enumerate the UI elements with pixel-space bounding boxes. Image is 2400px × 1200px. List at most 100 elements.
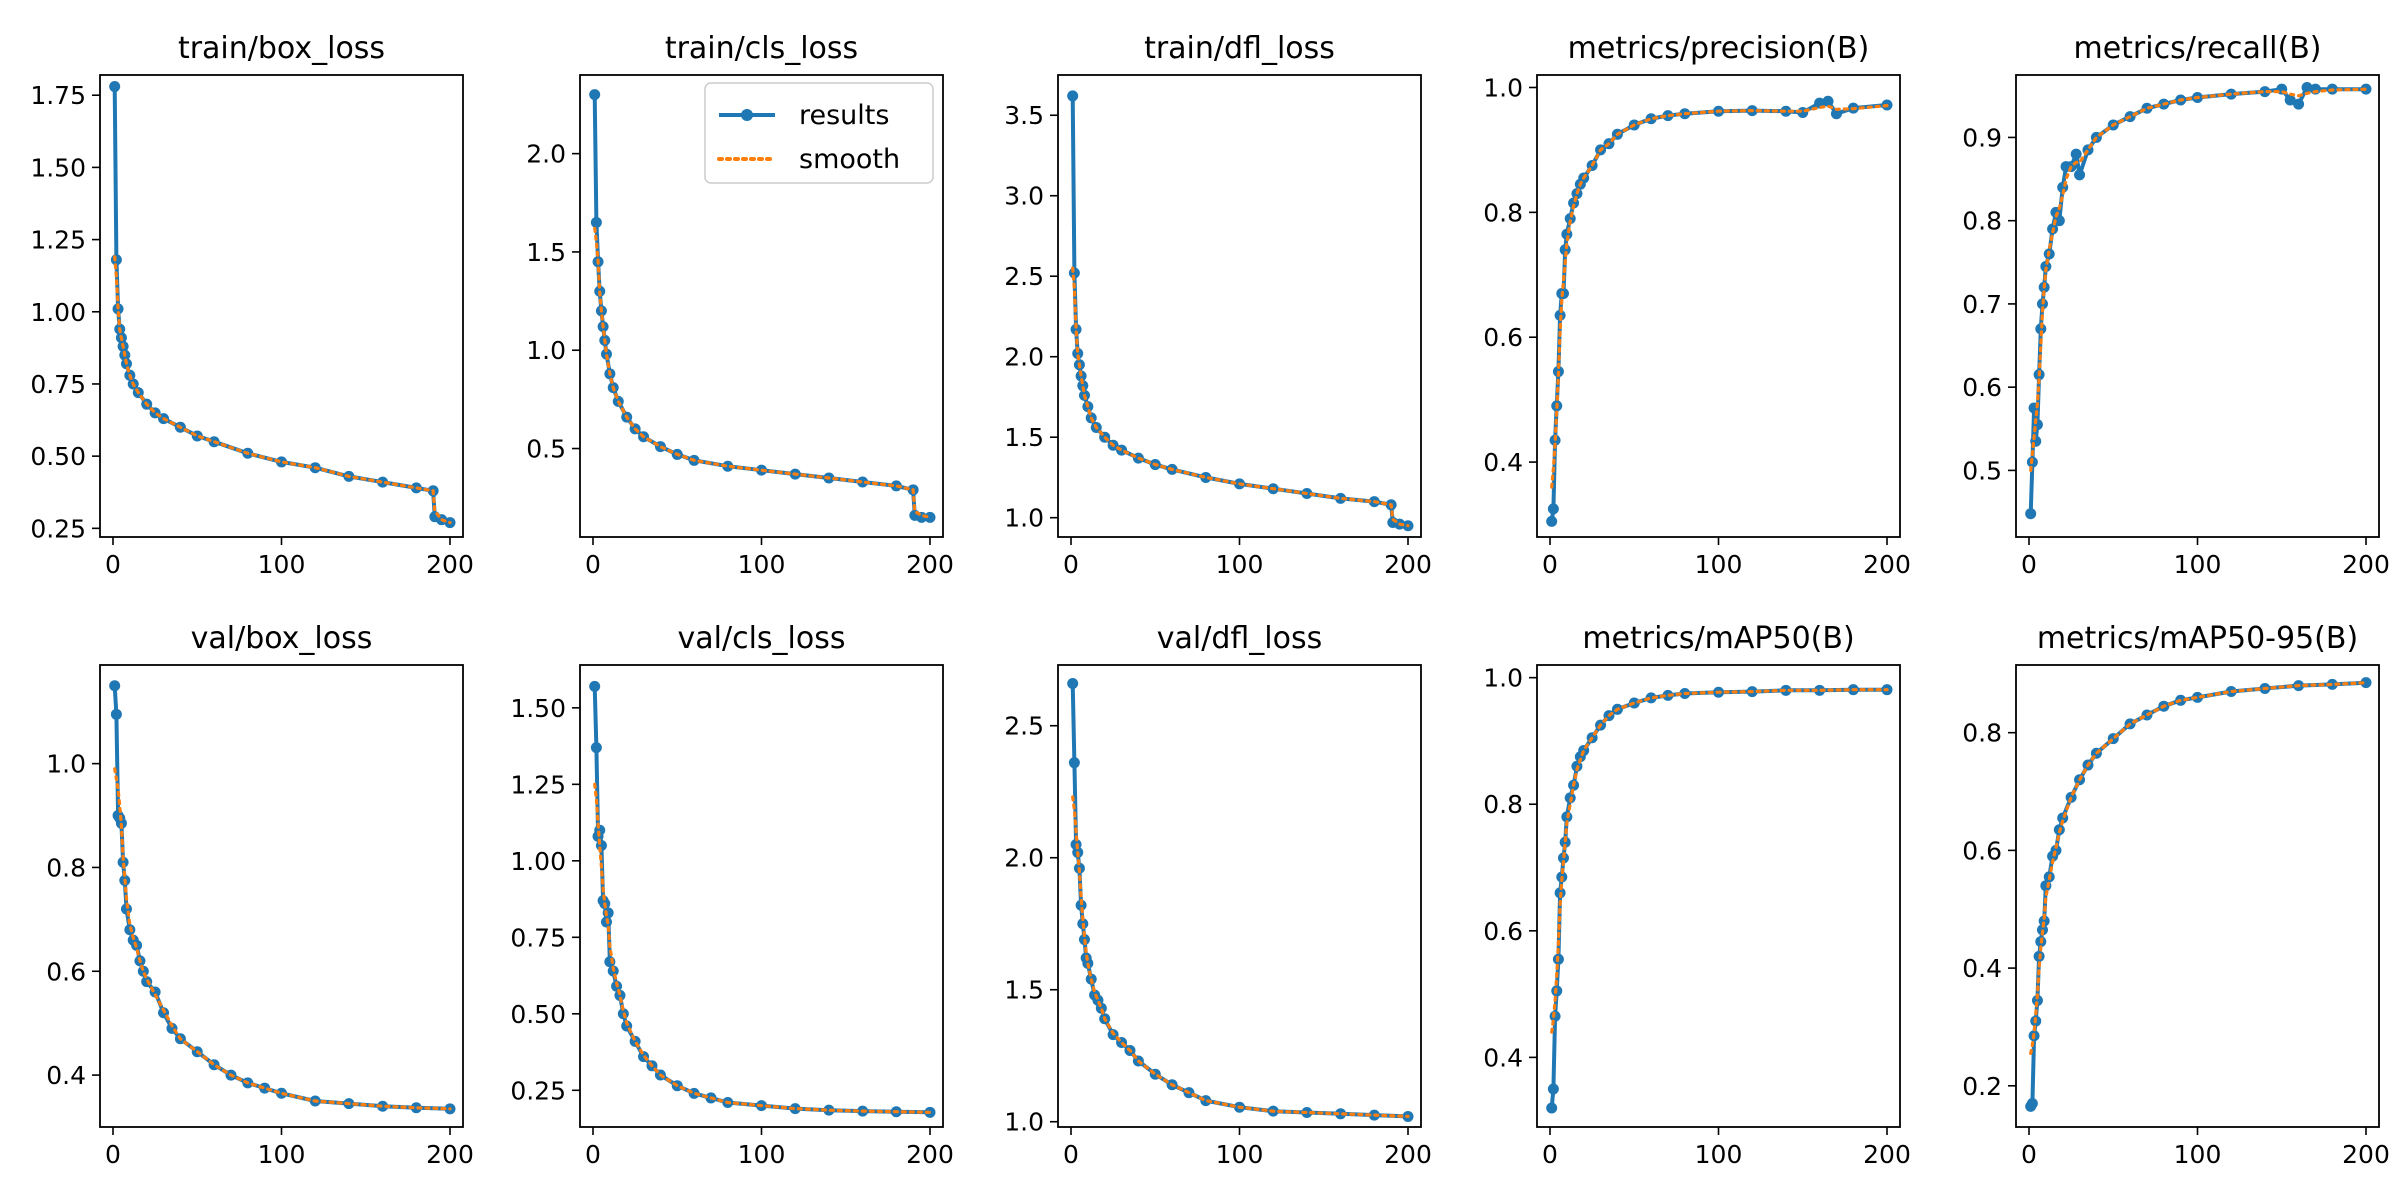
y-tick-label: 1.00 [30,298,86,327]
results-point [1077,380,1089,392]
results-point [1645,692,1657,704]
results-line [1549,99,1888,522]
subplot-title: metrics/mAP50-95(B) [2037,621,2358,656]
results-line [592,686,931,1115]
x-tick-label: 0 [1542,550,1558,579]
x-tick-label: 200 [2342,550,2390,579]
results-point [2259,86,2271,98]
results-line [1549,687,1887,1109]
y-tick-label: 1.25 [510,770,566,799]
y-tick-label: 0.8 [1962,719,2002,748]
results-point [2360,677,2372,689]
results-point [2026,1097,2038,1109]
subplot-title: train/cls_loss [665,31,858,66]
results-point [109,680,121,692]
x-tick-label: 200 [906,550,954,579]
x-tick-label: 100 [738,1140,786,1169]
smooth-line [1071,266,1410,528]
results-point [857,476,869,488]
subplot-title: metrics/precision(B) [1568,31,1870,66]
x-tick-label: 100 [258,1140,306,1169]
x-tick-label: 0 [2021,1140,2037,1169]
y-tick-label: 1.50 [30,153,86,182]
y-tick-label: 1.5 [1004,976,1044,1005]
axes-frame [1536,74,1901,538]
results-point [1070,323,1082,335]
subplot-title: val/dfl_loss [1157,621,1322,656]
y-tick-label: 0.50 [30,442,86,471]
axes-frame [2015,74,2380,538]
y-tick-label: 1.00 [510,847,566,876]
legend-label-results: results [799,100,889,131]
y-tick-label: 1.0 [1483,664,1523,693]
axes-frame [2015,664,2380,1128]
y-tick-label: 0.6 [1483,323,1523,352]
results-point [1335,1108,1347,1120]
results-point [590,216,602,228]
results-point [1072,347,1084,359]
subplot-title: metrics/recall(B) [2073,31,2321,66]
smooth-line [113,255,452,525]
subplot-2: train/cls_loss 0 100 200 0.5 1.0 1.5 2.0 results… [526,31,954,579]
results-point [722,460,734,472]
y-tick-label: 2.5 [1004,262,1044,291]
results-point [2025,508,2037,520]
axes-frame [1057,74,1422,538]
y-tick-label: 0.75 [510,923,566,952]
x-tick-label: 200 [426,550,474,579]
x-tick-label: 0 [1063,550,1079,579]
x-tick-label: 100 [1216,550,1264,579]
results-point [1067,677,1079,689]
y-tick-label: 3.0 [1004,182,1044,211]
results-point [2040,260,2052,272]
results-point [789,1103,801,1115]
x-tick-label: 100 [2174,1140,2222,1169]
smooth-line [2029,681,2368,1056]
results-line [1070,95,1409,528]
y-tick-label: 0.5 [1962,456,2002,485]
x-tick-label: 100 [1695,1140,1743,1169]
y-tick-label: 2.0 [1004,844,1044,873]
results-line [112,685,451,1111]
results-point [2192,691,2203,703]
subplot-3: train/dfl_loss 0 100 200 1.0 1.5 2.0 2.5 3.0 3.5 [1004,31,1432,579]
smooth-line [113,767,452,1111]
axes-frame [579,664,944,1128]
results-point [1200,471,1212,483]
y-tick-label: 0.6 [1962,373,2002,402]
axes-frame [1057,664,1422,1128]
results-point [1335,492,1347,504]
results-point [1546,515,1558,527]
results-point [1830,108,1842,120]
x-tick-label: 0 [105,550,121,579]
results-point [2293,98,2305,110]
results-point [1780,684,1792,696]
subplot-title: val/cls_loss [678,621,846,656]
y-tick-label: 0.75 [30,370,86,399]
y-tick-label: 2.0 [526,140,566,169]
results-point [259,1082,271,1094]
y-tick-label: 2.5 [1004,712,1044,741]
y-tick-label: 1.50 [510,694,566,723]
y-tick-label: 1.5 [526,238,566,267]
subplot-title: metrics/mAP50(B) [1582,621,1854,656]
smooth-line [1550,688,1889,1034]
subplot-10: metrics/mAP50-95(B) 0 100 200 0.2 0.4 0.6 0.8 [1962,621,2390,1169]
results-point [589,89,601,101]
x-tick-label: 200 [1384,1140,1432,1169]
results-point [377,1100,389,1112]
x-tick-label: 100 [2174,550,2222,579]
results-point [1645,113,1657,125]
x-tick-label: 100 [258,550,306,579]
x-tick-label: 100 [1695,550,1743,579]
y-tick-label: 0.50 [510,1000,566,1029]
subplot-5: metrics/recall(B) 0 100 200 0.5 0.6 0.7 0.8 0.9 [1962,31,2390,579]
smooth-line [593,782,932,1114]
y-tick-label: 0.4 [46,1061,86,1090]
x-tick-label: 200 [1863,1140,1911,1169]
results-point [614,989,626,1001]
x-tick-label: 200 [906,1140,954,1169]
results-point [2031,994,2043,1006]
results-point [117,856,129,868]
